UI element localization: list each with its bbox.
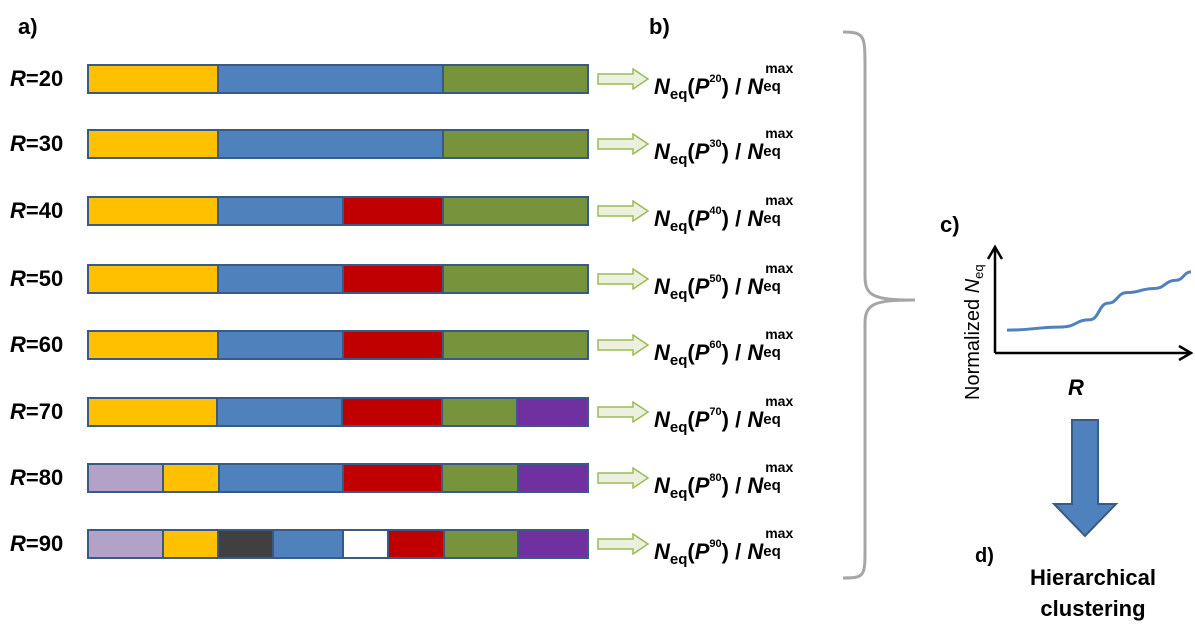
cluster-segment <box>219 131 444 157</box>
final-line-2: clustering <box>1040 596 1146 621</box>
cluster-segment <box>518 465 587 491</box>
cluster-segment <box>343 531 390 557</box>
partition-bar <box>87 330 589 360</box>
row-label: R=50 <box>10 266 64 291</box>
cluster-segment <box>89 465 165 491</box>
cluster-segment <box>444 531 520 557</box>
right-arrow-icon <box>597 467 649 489</box>
row-label: R=20 <box>10 66 64 91</box>
cluster-segment <box>218 266 344 292</box>
cluster-segment <box>343 465 444 491</box>
cluster-segment <box>89 66 220 92</box>
y-axis-arrowhead <box>986 244 1004 260</box>
row-label: R=70 <box>10 399 64 424</box>
partition-bar <box>87 463 589 493</box>
cluster-segment <box>442 399 519 425</box>
cluster-segment <box>218 198 344 224</box>
cluster-segment <box>164 465 220 491</box>
row-label: R=30 <box>10 131 64 156</box>
cluster-segment <box>219 465 344 491</box>
cluster-segment <box>343 198 445 224</box>
cluster-segment <box>443 131 587 157</box>
cluster-segment <box>219 66 444 92</box>
right-arrow-icon <box>597 68 649 90</box>
cluster-segment <box>218 399 343 425</box>
partition-bar <box>87 264 589 294</box>
cluster-segment <box>218 332 344 358</box>
normalized-neq-curve <box>1006 270 1192 332</box>
plot-y-axis-label: Normalized Neq <box>962 264 986 400</box>
right-arrow-icon <box>597 334 649 356</box>
cluster-segment <box>444 198 588 224</box>
cluster-segment <box>89 131 220 157</box>
row-label: R=40 <box>10 198 64 223</box>
cluster-segment <box>343 332 445 358</box>
right-arrow-icon <box>597 133 649 155</box>
x-axis-arrowhead <box>1178 344 1194 362</box>
partition-bar <box>87 397 589 427</box>
cluster-segment <box>218 531 275 557</box>
cluster-segment <box>443 465 519 491</box>
row-label: R=60 <box>10 332 64 357</box>
cluster-segment <box>518 399 587 425</box>
cluster-segment <box>389 531 445 557</box>
grouping-brace <box>842 30 916 580</box>
hierarchical-clustering-label: Hierarchical clustering <box>1010 562 1176 624</box>
partition-bar <box>87 196 589 226</box>
right-arrow-icon <box>597 533 649 555</box>
row-label: R=80 <box>10 465 64 490</box>
plot-x-axis-label: R <box>1068 375 1084 400</box>
cluster-segment <box>274 531 344 557</box>
panel-d-label: d) <box>975 545 994 567</box>
cluster-segment <box>444 266 588 292</box>
cluster-segment <box>444 332 588 358</box>
cluster-segment <box>89 399 219 425</box>
cluster-segment <box>342 399 443 425</box>
cluster-segment <box>89 198 219 224</box>
cluster-segment <box>163 531 219 557</box>
cluster-segment <box>89 332 219 358</box>
final-line-1: Hierarchical <box>1030 565 1156 590</box>
cluster-segment <box>343 266 445 292</box>
cluster-segment <box>89 531 164 557</box>
panel-c-label: c) <box>940 212 960 237</box>
partition-bar <box>87 529 589 559</box>
partition-bar <box>87 129 589 159</box>
right-arrow-icon <box>597 268 649 290</box>
cluster-segment <box>89 266 219 292</box>
cluster-segment <box>443 66 587 92</box>
right-arrow-icon <box>597 401 649 423</box>
cluster-segment <box>519 531 587 557</box>
partition-bar <box>87 64 589 94</box>
down-arrow-icon <box>1051 419 1119 538</box>
right-arrow-icon <box>597 200 649 222</box>
panel-a-label: a) <box>18 14 38 39</box>
row-label: R=90 <box>10 531 64 556</box>
panel-b-label: b) <box>649 14 670 39</box>
normalized-neq-plot <box>986 244 1194 362</box>
